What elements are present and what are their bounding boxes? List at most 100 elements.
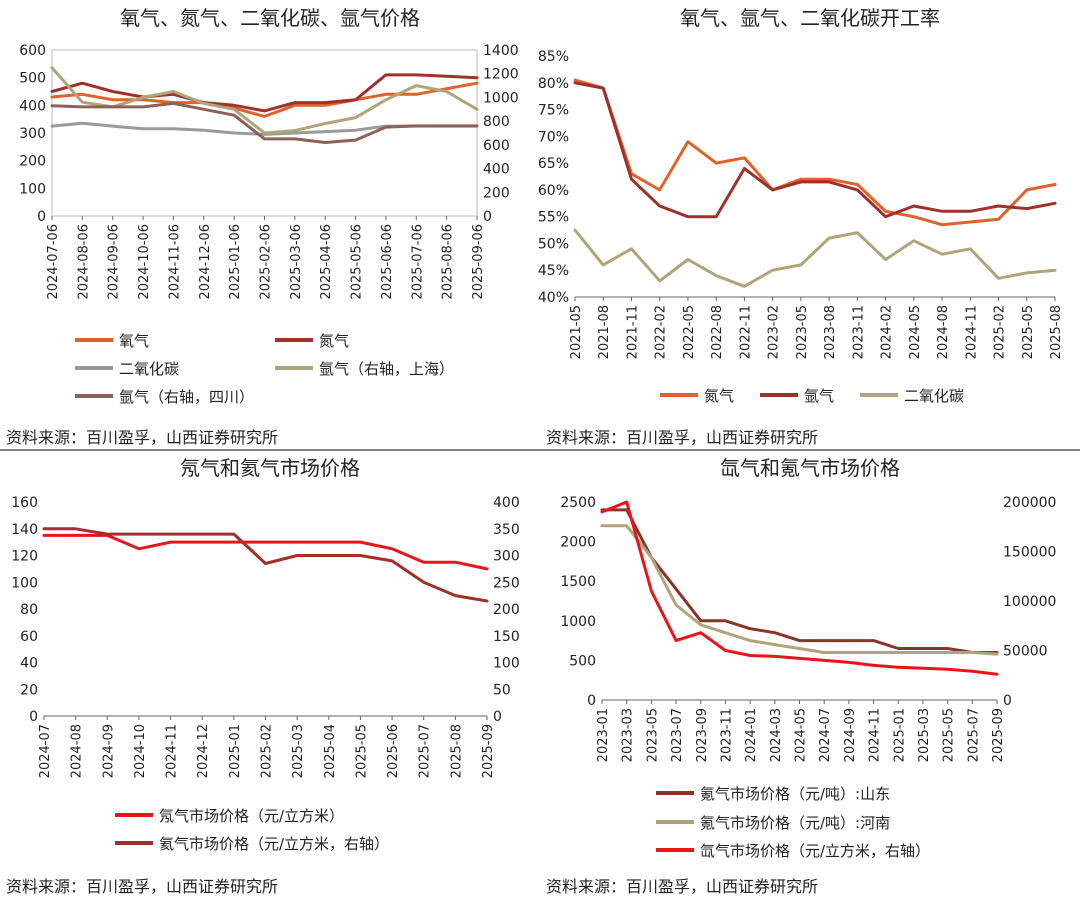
x-tick-label: 2023-07 xyxy=(670,708,685,762)
x-tick-label: 2025-02 xyxy=(260,724,275,778)
chart-3: 氖气和氦气市场价格 0 20 40 60 80 100 120 140 160 0 50 100 150 2… xyxy=(6,456,520,896)
x-tick-label: 2025-03-06 xyxy=(289,224,304,300)
y2-tick-label: 1000 xyxy=(483,90,519,106)
legend-label: 氮气 xyxy=(704,387,734,405)
x-tick-label: 2024-09 xyxy=(101,724,116,778)
y2-tick-label: 1400 xyxy=(483,43,519,59)
series-line-3 xyxy=(600,500,999,676)
legend-label: 二氧化碳 xyxy=(904,387,964,405)
y2-tick-label: 200 xyxy=(483,185,510,201)
y2-tick-label: 150000 xyxy=(1003,545,1056,561)
x-tick-label: 2025-07 xyxy=(966,708,981,762)
x-tick-label: 2022-08 xyxy=(710,305,725,359)
x-tick-label: 2023-02 xyxy=(767,305,782,359)
y-tick-label: 85% xyxy=(538,49,569,65)
x-tick-label: 2024-07 xyxy=(818,708,833,762)
legend-entry: 氪气市场价格（元/吨）:山东 xyxy=(656,785,890,803)
y-tick-label: 300 xyxy=(19,126,46,142)
x-tick-label: 2023-03 xyxy=(621,708,636,762)
y-tick-label: 500 xyxy=(569,653,596,669)
source-note: 资料来源：百川盈孚，山西证券研究所 xyxy=(546,877,818,896)
y-tick-label: 75% xyxy=(538,103,569,119)
series-line-1 xyxy=(50,81,479,118)
y-tick-label: 80% xyxy=(538,76,569,92)
legend-entry: 氙气市场价格（元/立方米，右轴） xyxy=(656,842,930,860)
x-tick-label: 2023-11 xyxy=(851,305,866,359)
legend-label: 氩气 xyxy=(804,387,834,405)
y-tick-label: 1500 xyxy=(560,574,596,590)
y-tick-label: 0 xyxy=(29,709,38,725)
x-tick-label: 2025-05 xyxy=(1021,305,1036,359)
y2-tick-label: 400 xyxy=(483,162,510,178)
legend-entry: 氦气市场价格（元/立方米，右轴） xyxy=(115,835,389,853)
source-note: 资料来源：百川盈孚，山西证券研究所 xyxy=(546,428,818,447)
legend-label: 氪气市场价格（元/吨）:山东 xyxy=(700,785,890,803)
chart-4: 氙气和氪气市场价格 0 500 1000 1500 2000 2500 0 50000 10000… xyxy=(546,456,1056,896)
x-tick-label: 2024-05 xyxy=(908,305,923,359)
x-tick-label: 2025-01 xyxy=(892,708,907,762)
legend-label: 二氧化碳 xyxy=(119,360,179,378)
x-tick-label: 2024-11 xyxy=(868,708,883,762)
chart-title: 氧气、氮气、二氧化碳、氩气价格 xyxy=(120,6,420,30)
legend-label: 氖气市场价格（元/立方米） xyxy=(159,807,344,825)
legend-label: 氙气市场价格（元/立方米，右轴） xyxy=(700,842,930,860)
x-tick-label: 2025-09-06 xyxy=(471,224,486,300)
legend-entry: 氪气市场价格（元/吨）:河南 xyxy=(656,814,890,832)
y-tick-label: 120 xyxy=(11,549,38,565)
series-line-2 xyxy=(600,524,999,656)
y2-tick-label: 0 xyxy=(483,209,492,225)
y2-tick-label: 300 xyxy=(493,549,520,565)
y-tick-label: 50% xyxy=(538,236,569,252)
legend-entry: 氩气（右轴，四川） xyxy=(75,388,254,406)
x-tick-label: 2023-05 xyxy=(795,305,810,359)
x-tick-label: 2021-05 xyxy=(569,305,584,359)
legend-label: 氮气 xyxy=(319,332,349,350)
y2-tick-label: 400 xyxy=(493,495,520,511)
x-tick-label: 2025-02-06 xyxy=(259,224,274,300)
x-tick-label: 2025-03 xyxy=(291,724,306,778)
y2-tick-label: 800 xyxy=(483,114,510,130)
x-tick-label: 2024-09-06 xyxy=(107,224,122,300)
legend-entry: 氧气 xyxy=(75,332,149,350)
y-tick-label: 60 xyxy=(20,629,38,645)
series-line-1 xyxy=(573,78,1057,227)
x-tick-label: 2024-02 xyxy=(880,305,895,359)
series-line-1 xyxy=(42,533,489,571)
x-tick-label: 2023-01 xyxy=(596,708,611,762)
x-tick-label: 2021-11 xyxy=(625,305,640,359)
y-tick-label: 70% xyxy=(538,129,569,145)
x-tick-label: 2024-11 xyxy=(165,724,180,778)
x-tick-label: 2024-10 xyxy=(133,724,148,778)
legend-entry: 二氧化碳 xyxy=(860,387,964,405)
x-tick-label: 2025-05 xyxy=(354,724,369,778)
y-tick-label: 0 xyxy=(37,209,46,225)
y-tick-label: 80 xyxy=(20,602,38,618)
y2-tick-label: 100 xyxy=(493,656,520,672)
y2-tick-label: 0 xyxy=(1003,693,1012,709)
x-tick-label: 2024-08-06 xyxy=(76,224,91,300)
y-tick-label: 500 xyxy=(19,71,46,87)
legend-entry: 氩气（右轴，上海） xyxy=(275,360,454,378)
y2-tick-label: 200000 xyxy=(1003,495,1056,511)
y-tick-label: 1000 xyxy=(560,614,596,630)
legend-label: 氩气（右轴，上海） xyxy=(319,360,454,378)
legend-entry: 氮气 xyxy=(660,387,734,405)
y-tick-label: 2000 xyxy=(560,535,596,551)
x-tick-label: 2024-12-06 xyxy=(198,224,213,300)
y2-tick-label: 350 xyxy=(493,522,520,538)
x-tick-label: 2021-08 xyxy=(597,305,612,359)
x-tick-label: 2025-01-06 xyxy=(228,224,243,300)
legend-entry: 氮气 xyxy=(275,332,349,350)
x-tick-label: 2025-04 xyxy=(323,724,338,778)
x-tick-label: 2025-08 xyxy=(1049,305,1064,359)
y2-tick-label: 150 xyxy=(493,629,520,645)
x-tick-label: 2025-08-06 xyxy=(441,224,456,300)
series-line-3 xyxy=(573,228,1057,288)
y-tick-label: 400 xyxy=(19,98,46,114)
x-tick-label: 2022-05 xyxy=(682,305,697,359)
x-tick-label: 2025-06 xyxy=(386,724,401,778)
y-tick-label: 45% xyxy=(538,263,569,279)
y-tick-label: 100 xyxy=(19,181,46,197)
series-line-2 xyxy=(42,527,489,603)
y-tick-label: 600 xyxy=(19,43,46,59)
